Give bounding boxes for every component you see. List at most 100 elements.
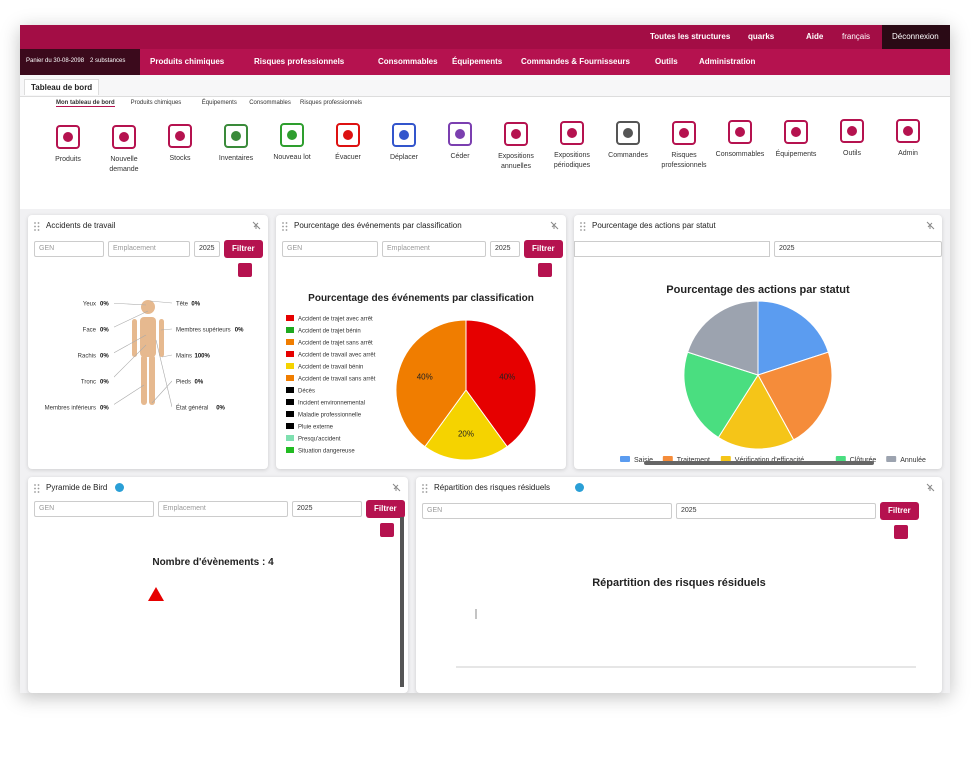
body-part-value: 0%: [100, 380, 109, 386]
body-part-label: Face: [83, 328, 97, 334]
toolbar-label[interactable]: Commandes: [608, 152, 648, 159]
toolbar-label[interactable]: Outils: [843, 150, 861, 158]
toolbar-icon[interactable]: [168, 124, 192, 149]
toolbar-icon[interactable]: [392, 122, 416, 147]
filter-input[interactable]: 2025: [774, 241, 942, 257]
icon-glyph: [175, 131, 185, 142]
toolbar-label[interactable]: Expositions périodiques: [553, 152, 591, 170]
toolbar-icon[interactable]: [896, 119, 920, 143]
menu-item[interactable]: Administration: [699, 57, 756, 66]
info-badge: [115, 483, 125, 492]
menu-item[interactable]: Équipements: [452, 57, 503, 66]
subtab[interactable]: Équipements: [201, 100, 237, 106]
toolbar-icon[interactable]: [728, 120, 752, 145]
widget-title: Pyramide de Bird: [46, 483, 108, 492]
filter-input[interactable]: GEN: [282, 241, 378, 257]
filter-input[interactable]: 2025: [490, 241, 520, 257]
language-select[interactable]: français: [842, 32, 871, 41]
drag-handle-dot: [583, 222, 586, 224]
drag-handle-dot: [34, 222, 36, 224]
toolbar-icon[interactable]: [672, 120, 696, 145]
filter-button[interactable]: Filtrer: [524, 240, 563, 258]
drag-handle-dot: [580, 229, 582, 231]
subtab[interactable]: Mon tableau de bord: [56, 100, 115, 107]
pyramid-apex: [148, 587, 164, 601]
filter-button[interactable]: Filtrer: [366, 500, 405, 518]
legend-swatch: [286, 423, 294, 429]
toolbar-icon[interactable]: [840, 119, 864, 144]
filter-input[interactable]: Emplacement: [382, 241, 486, 257]
toolbar-label[interactable]: Expositions annuelles: [498, 152, 534, 170]
export-button[interactable]: [894, 525, 908, 539]
legend-swatch: [662, 456, 673, 462]
pointer-line: [109, 334, 147, 356]
toolbar-icon[interactable]: [112, 124, 136, 149]
menu-item[interactable]: Outils: [655, 57, 678, 66]
toolbar-icon[interactable]: [336, 123, 360, 147]
chart-area: Pourcentage des événements par classific…: [286, 293, 537, 461]
logout-button[interactable]: Déconnexion: [892, 32, 939, 41]
toolbar-icon[interactable]: [224, 123, 248, 148]
toolbar-label[interactable]: Équipements: [775, 150, 817, 158]
filter-input[interactable]: 2025: [676, 503, 876, 519]
legend-swatch: [286, 399, 294, 405]
export-button[interactable]: [538, 263, 552, 277]
toolbar-label[interactable]: Stocks: [169, 155, 191, 163]
toolbar-icon[interactable]: [560, 121, 584, 146]
subtab[interactable]: Consommables: [249, 100, 291, 106]
legend-swatch: [835, 456, 846, 462]
substances-label[interactable]: 2 substances: [90, 58, 126, 64]
toolbar-label[interactable]: Produits: [55, 156, 81, 163]
toolbar-label[interactable]: Nouveau lot: [273, 154, 311, 162]
drag-handle-dot: [282, 225, 284, 228]
toolbar-icon[interactable]: [56, 125, 80, 149]
legend-swatch: [286, 375, 294, 381]
drag-handle-dot: [285, 225, 288, 228]
legend-swatch: [720, 456, 731, 462]
menu-item[interactable]: Produits chimiques: [150, 57, 225, 66]
filter-button[interactable]: Filtrer: [224, 240, 263, 258]
filter-button[interactable]: Filtrer: [880, 502, 919, 520]
filter-input[interactable]: 2025: [194, 241, 220, 257]
body-part-label: Rachis: [78, 354, 96, 360]
subtab[interactable]: Risques professionnels: [300, 100, 363, 106]
toolbar-icon[interactable]: [504, 121, 528, 146]
legend-label: Clôturée: [850, 457, 877, 464]
toolbar-label[interactable]: Évacuer: [335, 154, 361, 161]
user-menu[interactable]: quarks: [748, 32, 775, 41]
widget-title: Pourcentage des actions par statut: [592, 221, 716, 230]
toolbar-label[interactable]: Céder: [450, 153, 470, 161]
export-button[interactable]: [238, 263, 252, 277]
filter-input[interactable]: GEN: [34, 501, 154, 517]
help-link[interactable]: Aide: [806, 32, 824, 41]
filter-input[interactable]: Emplacement: [108, 241, 190, 257]
toolbar-label[interactable]: Risques professionnels: [661, 151, 707, 169]
toolbar-icon[interactable]: [448, 122, 472, 147]
toolbar-icon[interactable]: [784, 119, 808, 144]
structures-select[interactable]: Toutes les structures: [650, 32, 731, 41]
drag-handle-dot: [425, 491, 428, 493]
icon-glyph: [847, 126, 857, 137]
toolbar-icon[interactable]: [280, 123, 304, 148]
menu-item[interactable]: Risques professionnels: [254, 57, 345, 66]
widget-card: Répartition des risques résiduels GEN 2025…: [416, 477, 942, 693]
body-silhouette: [149, 355, 155, 405]
menu-item[interactable]: Commandes & Fournisseurs: [521, 57, 630, 66]
filter-input[interactable]: GEN: [34, 241, 104, 257]
menu-item[interactable]: Consommables: [378, 57, 438, 66]
cart-label[interactable]: Panier du 30-08-2098: [26, 58, 85, 64]
toolbar-label[interactable]: Inventaires: [218, 154, 254, 162]
dashboard-tab[interactable]: Tableau de bord: [24, 79, 100, 95]
toolbar-label[interactable]: Admin: [898, 150, 918, 157]
toolbar-label[interactable]: Nouvelle demande: [109, 155, 139, 173]
toolbar-icon[interactable]: [616, 121, 640, 145]
filter-input[interactable]: GEN: [422, 503, 672, 519]
filter-input[interactable]: 2025: [292, 501, 362, 517]
subtab[interactable]: Produits chimiques: [130, 100, 182, 106]
toolbar: Produits Nouvelle demande Stocks Inventaire…: [20, 113, 950, 209]
toolbar-label[interactable]: Consommables: [715, 151, 765, 159]
export-button[interactable]: [380, 523, 394, 537]
toolbar-label[interactable]: Déplacer: [389, 153, 418, 161]
filter-input[interactable]: Emplacement: [158, 501, 288, 517]
